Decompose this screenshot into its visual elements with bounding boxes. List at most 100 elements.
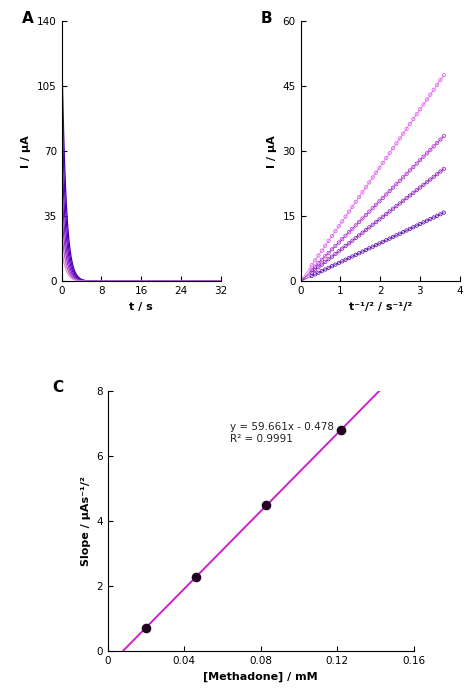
- Point: [369, 241, 376, 252]
- Point: [433, 137, 441, 148]
- Point: [413, 158, 420, 169]
- Point: [430, 172, 438, 183]
- Point: [389, 232, 397, 243]
- Point: [328, 260, 336, 272]
- Point: [396, 228, 403, 239]
- Point: [318, 259, 326, 270]
- Point: [308, 267, 316, 278]
- Point: [308, 260, 316, 271]
- Point: [413, 185, 420, 196]
- Point: [400, 227, 407, 238]
- X-axis label: t / s: t / s: [129, 302, 153, 312]
- Point: [338, 216, 346, 227]
- Point: [379, 193, 387, 204]
- Point: [342, 240, 349, 251]
- Y-axis label: Slope / μAs⁻¹/²: Slope / μAs⁻¹/²: [81, 476, 91, 566]
- Point: [383, 153, 390, 164]
- Point: [315, 267, 322, 279]
- Point: [318, 254, 326, 265]
- Point: [383, 189, 390, 200]
- Point: [308, 270, 316, 281]
- Point: [365, 222, 373, 233]
- Point: [379, 237, 387, 248]
- Point: [400, 195, 407, 206]
- Point: [379, 211, 387, 223]
- Point: [142, 622, 150, 634]
- Point: [335, 246, 343, 257]
- Point: [348, 201, 356, 212]
- Point: [430, 141, 438, 152]
- Point: [386, 233, 393, 244]
- Point: [376, 214, 383, 225]
- Point: [372, 199, 380, 211]
- Point: [376, 162, 383, 174]
- Point: [332, 248, 339, 260]
- Point: [437, 134, 444, 145]
- Text: y = 59.661x - 0.478
R² = 0.9991: y = 59.661x - 0.478 R² = 0.9991: [230, 422, 334, 444]
- Point: [332, 259, 339, 270]
- Point: [362, 244, 370, 256]
- Point: [416, 104, 424, 115]
- Text: C: C: [53, 380, 64, 395]
- Point: [396, 175, 403, 186]
- Point: [325, 247, 332, 258]
- Point: [321, 251, 329, 262]
- Point: [362, 225, 370, 236]
- Point: [356, 230, 363, 241]
- Point: [430, 212, 438, 223]
- Point: [419, 99, 427, 110]
- Point: [318, 265, 326, 276]
- Point: [335, 220, 343, 232]
- Point: [325, 262, 332, 274]
- Point: [423, 215, 431, 226]
- Point: [400, 172, 407, 183]
- Point: [392, 138, 400, 149]
- Point: [348, 235, 356, 246]
- Point: [328, 251, 336, 262]
- Point: [440, 69, 447, 80]
- Point: [413, 108, 420, 120]
- Point: [348, 251, 356, 262]
- Point: [433, 169, 441, 180]
- Point: [413, 220, 420, 231]
- Point: [433, 79, 441, 90]
- Point: [416, 182, 424, 193]
- Point: [356, 248, 363, 259]
- Point: [345, 253, 353, 264]
- Point: [383, 209, 390, 220]
- Point: [433, 210, 441, 221]
- Point: [315, 258, 322, 269]
- Point: [332, 225, 339, 237]
- Point: [352, 232, 359, 244]
- Point: [372, 216, 380, 228]
- Point: [403, 225, 410, 236]
- Point: [369, 202, 376, 214]
- Point: [406, 118, 414, 130]
- Point: [396, 198, 403, 209]
- Point: [192, 572, 200, 583]
- Point: [365, 177, 373, 188]
- Point: [406, 223, 414, 235]
- Point: [423, 176, 431, 188]
- Point: [263, 500, 270, 511]
- Point: [342, 254, 349, 265]
- Point: [427, 214, 434, 225]
- Point: [348, 223, 356, 235]
- Point: [352, 249, 359, 260]
- Point: [389, 203, 397, 214]
- Point: [419, 151, 427, 162]
- Point: [403, 123, 410, 134]
- Point: [325, 253, 332, 265]
- Point: [308, 265, 316, 276]
- Point: [389, 143, 397, 154]
- Point: [423, 94, 431, 105]
- Y-axis label: I / μA: I / μA: [267, 135, 277, 167]
- Point: [419, 217, 427, 228]
- Point: [369, 219, 376, 230]
- Text: A: A: [22, 10, 34, 26]
- Point: [318, 245, 326, 256]
- Point: [440, 207, 447, 218]
- Point: [359, 187, 366, 198]
- Point: [338, 234, 346, 245]
- Point: [335, 237, 343, 248]
